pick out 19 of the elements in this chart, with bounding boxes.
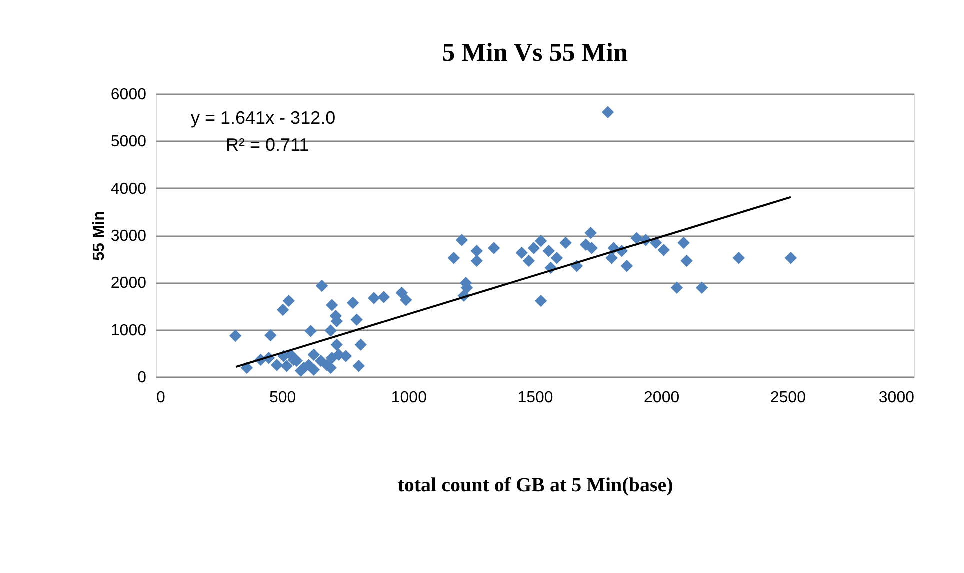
x-tick-label: 500	[269, 390, 296, 406]
y-axis-title: 55 Min	[90, 211, 108, 261]
y-tick-label: 4000	[110, 180, 147, 198]
annotation: y = 1.641x - 312.0	[191, 108, 336, 128]
y-tick-label: 5000	[110, 134, 147, 151]
x-axis-title: total count of GB at 5 Min(base)	[398, 474, 674, 496]
x-tick-label: 2500	[770, 390, 806, 406]
y-tick-label: 6000	[110, 86, 147, 104]
y-tick-label: 3000	[110, 228, 147, 245]
x-tick-label: 3000	[878, 390, 915, 406]
x-tick-label: 1500	[518, 390, 554, 406]
y-tick-label: 1000	[110, 322, 147, 340]
annotation: R² = 0.711	[226, 135, 310, 155]
chart-title: 5 Min Vs 55 Min	[442, 38, 628, 67]
x-tick-label: 1000	[391, 390, 428, 406]
x-tick-label: 0	[156, 390, 166, 406]
x-tick-label: 2000	[644, 390, 680, 406]
y-tick-label: 2000	[110, 275, 147, 292]
y-tick-label: 0	[138, 370, 147, 386]
